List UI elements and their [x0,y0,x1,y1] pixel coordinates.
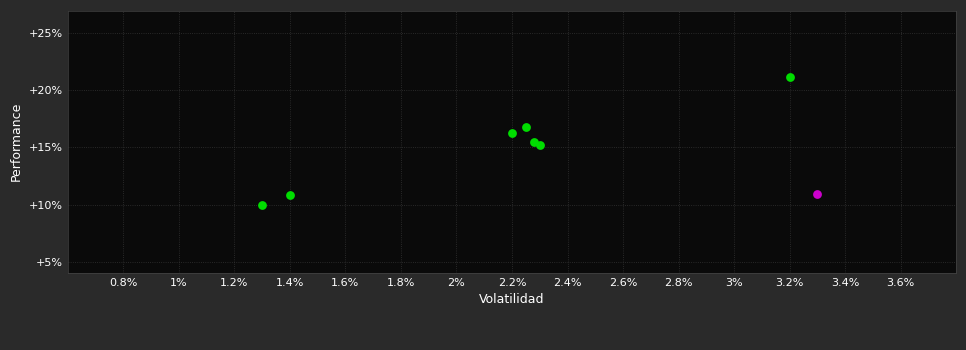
X-axis label: Volatilidad: Volatilidad [479,293,545,306]
Point [526,139,542,145]
Point [532,142,548,148]
Point [504,130,520,135]
Point [782,74,798,79]
Y-axis label: Performance: Performance [10,102,23,181]
Point [254,202,270,207]
Point [282,193,298,198]
Point [518,124,533,130]
Point [810,191,825,197]
